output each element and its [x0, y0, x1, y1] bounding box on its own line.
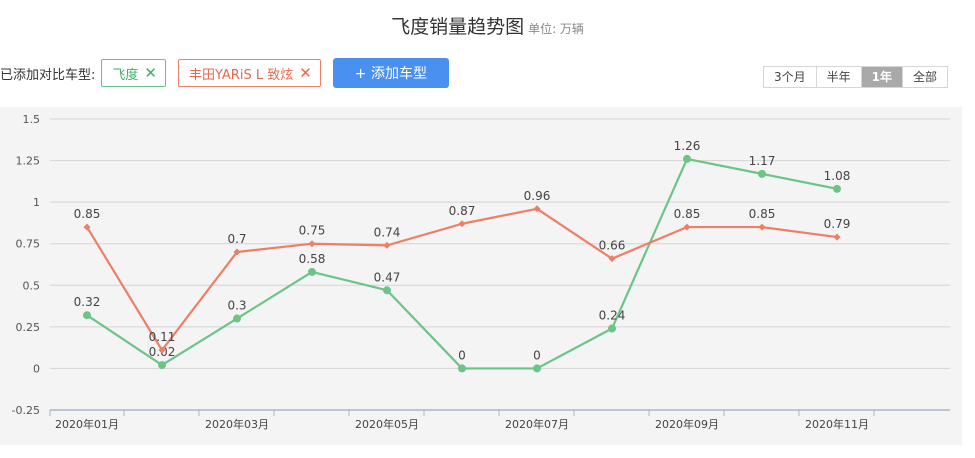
chart-area: 1.5 1.25 1 0.75 0.5 0.25 0 -0.25 2020年01月 2020年03…: [0, 107, 962, 445]
data-label: 0.11: [149, 330, 176, 344]
data-label: 0.66: [599, 239, 626, 253]
y-tick-label: 1: [33, 196, 40, 209]
data-label: 0.79: [824, 217, 851, 231]
data-label: 0.47: [374, 270, 401, 284]
data-label: 0.3: [227, 299, 246, 313]
close-icon[interactable]: ✕: [144, 64, 157, 82]
data-label: 0.75: [299, 224, 326, 238]
data-point: [683, 223, 691, 231]
data-point: [383, 241, 391, 249]
compare-bar: 已添加对比车型: 飞度 ✕ 丰田YARiS L 致炫 ✕ + 添加车型: [0, 57, 449, 89]
range-half-year[interactable]: 半年: [815, 67, 861, 87]
data-point: [758, 169, 766, 178]
time-range-selector: 3个月 半年 1年 全部: [763, 66, 949, 88]
data-label: 1.26: [674, 139, 701, 153]
data-point: [308, 240, 316, 248]
data-point: [458, 364, 466, 373]
model-chip-yaris: 丰田YARiS L 致炫 ✕: [177, 59, 321, 87]
model-chip-label: 飞度: [112, 67, 139, 83]
x-tick-label: 2020年01月: [55, 417, 119, 431]
series-line: [86, 207, 838, 352]
data-point: [233, 314, 241, 323]
x-tick-label: 2020年09月: [655, 417, 719, 431]
data-label: 1.08: [824, 169, 851, 183]
data-point: [833, 233, 841, 241]
compare-label: 已添加对比车型:: [0, 67, 96, 83]
y-tick-label: 0.75: [16, 238, 41, 251]
data-label: 0.32: [74, 295, 101, 309]
y-tick-label: 0.5: [23, 279, 41, 292]
x-tick-label: 2020年07月: [505, 417, 569, 431]
data-point: [758, 223, 766, 231]
data-point: [683, 154, 691, 163]
y-tick-label: 1.5: [23, 113, 41, 126]
data-point: [608, 324, 616, 333]
model-chip-label: 丰田YARiS L 致炫: [188, 67, 294, 83]
data-point: [233, 248, 241, 256]
data-point: [83, 223, 91, 231]
range-all[interactable]: 全部: [902, 67, 948, 87]
data-point: [308, 267, 316, 276]
range-3-months[interactable]: 3个月: [764, 67, 816, 87]
add-model-button[interactable]: + 添加车型: [332, 58, 449, 88]
data-point: [533, 364, 541, 373]
data-label: 0.7: [227, 232, 246, 246]
page-title: 飞度销量趋势图: [391, 16, 525, 38]
data-label: 0.58: [299, 252, 326, 266]
data-label: 0: [458, 348, 466, 362]
data-point: [158, 361, 166, 370]
data-label: 1.17: [749, 154, 776, 168]
data-label: 0: [533, 348, 541, 362]
x-tick-label: 2020年05月: [355, 417, 419, 431]
data-label: 0.85: [749, 207, 776, 221]
data-point: [383, 286, 391, 295]
y-tick-label: 0.25: [16, 321, 41, 334]
series-line: [86, 157, 838, 370]
sales-trend-chart: 1.5 1.25 1 0.75 0.5 0.25 0 -0.25 2020年01月 2020年03…: [12, 113, 950, 431]
x-tick-label: 2020年11月: [805, 417, 869, 431]
data-label: 0.85: [74, 207, 101, 221]
close-icon[interactable]: ✕: [299, 64, 312, 82]
data-point: [608, 255, 616, 263]
range-1-year[interactable]: 1年: [860, 67, 903, 87]
data-label: 0.24: [599, 309, 626, 323]
data-label: 0.74: [374, 225, 401, 239]
data-label: 0.85: [674, 207, 701, 221]
chart-header: 飞度销量趋势图 单位: 万辆: [0, 12, 975, 39]
data-point: [158, 346, 166, 354]
data-point: [83, 311, 91, 320]
data-label: 0.96: [524, 189, 551, 203]
x-tick-label: 2020年03月: [205, 417, 269, 431]
y-tick-label: 0: [33, 362, 40, 375]
y-tick-label: -0.25: [12, 404, 40, 417]
y-tick-label: 1.25: [16, 155, 41, 168]
model-chip-fit: 飞度 ✕: [101, 59, 166, 87]
data-point: [458, 220, 466, 228]
data-point: [533, 205, 541, 213]
data-label: 0.87: [449, 204, 476, 218]
data-point: [833, 184, 841, 193]
unit-label: 单位: 万辆: [528, 22, 584, 36]
